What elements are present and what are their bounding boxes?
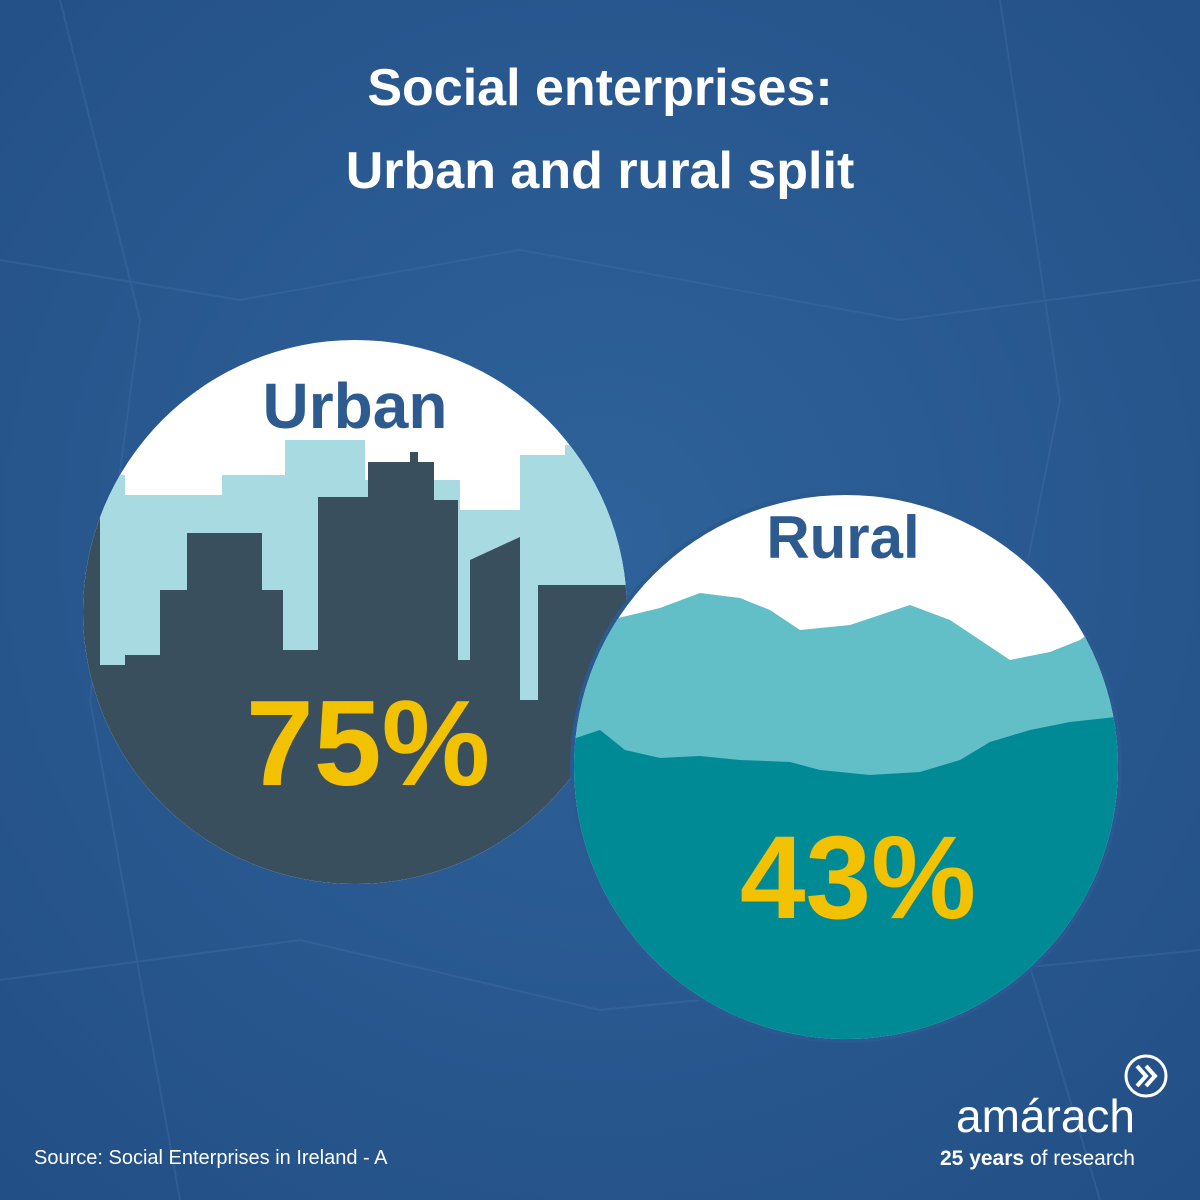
source: Source: Social Enterprises in Ireland - …	[34, 1147, 388, 1169]
tagline-bold: 25 years	[940, 1147, 1024, 1170]
logo-arrows	[1135, 1064, 1158, 1088]
panel-label: Rural	[766, 504, 919, 571]
title-line: Social enterprises:	[367, 59, 832, 117]
urban-panel: Urban 75%	[83, 340, 627, 884]
panel-value: 75%	[246, 675, 490, 811]
logo-icon	[1124, 1054, 1168, 1098]
panel-value: 43%	[740, 812, 976, 944]
brand-tagline: 25 years of research	[940, 1147, 1135, 1170]
rural-panel: Rural 43%	[570, 491, 1122, 1043]
skyline-front	[83, 452, 627, 884]
title-line: Urban and rural split	[346, 142, 855, 200]
mountains-front	[574, 716, 1118, 1039]
tagline-rest: of research	[1030, 1147, 1135, 1170]
brand-logo: amárach 25 years of research	[940, 1054, 1168, 1170]
brand-name: amárach	[956, 1090, 1135, 1142]
panel-label: Urban	[263, 370, 448, 442]
